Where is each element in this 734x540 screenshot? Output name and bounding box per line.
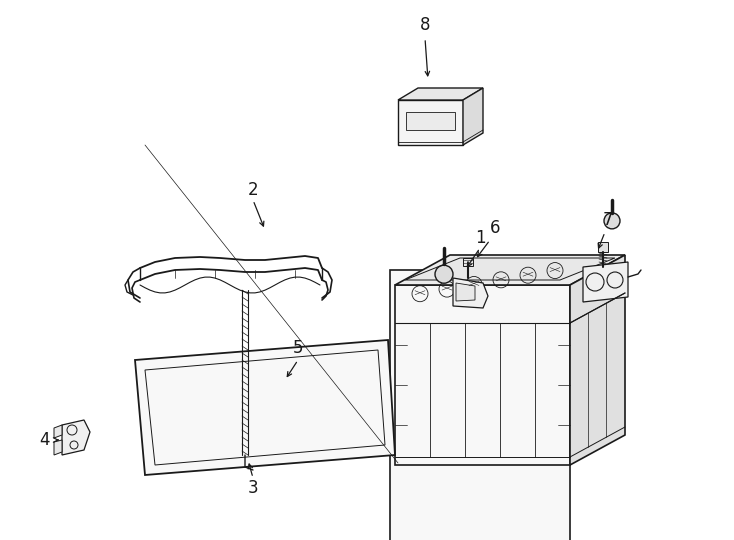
Polygon shape xyxy=(570,255,625,465)
Text: 5: 5 xyxy=(293,339,303,357)
Polygon shape xyxy=(395,255,625,285)
Text: 1: 1 xyxy=(475,229,485,247)
Polygon shape xyxy=(406,112,455,130)
Text: 7: 7 xyxy=(603,211,613,229)
Polygon shape xyxy=(456,283,475,301)
Text: 3: 3 xyxy=(247,479,258,497)
Polygon shape xyxy=(398,100,463,145)
Polygon shape xyxy=(598,242,608,252)
Polygon shape xyxy=(583,262,628,302)
Polygon shape xyxy=(463,258,473,266)
Polygon shape xyxy=(62,420,90,455)
Text: 8: 8 xyxy=(420,16,430,34)
Polygon shape xyxy=(54,440,62,455)
Polygon shape xyxy=(398,88,483,100)
Polygon shape xyxy=(54,425,62,438)
Polygon shape xyxy=(395,285,570,465)
Polygon shape xyxy=(405,258,615,280)
Polygon shape xyxy=(453,278,488,308)
Text: 2: 2 xyxy=(247,181,258,199)
Polygon shape xyxy=(390,270,570,540)
Polygon shape xyxy=(463,88,483,145)
Polygon shape xyxy=(135,340,395,475)
Text: 4: 4 xyxy=(40,431,50,449)
Circle shape xyxy=(435,265,453,283)
Text: 6: 6 xyxy=(490,219,501,237)
Circle shape xyxy=(604,213,620,229)
